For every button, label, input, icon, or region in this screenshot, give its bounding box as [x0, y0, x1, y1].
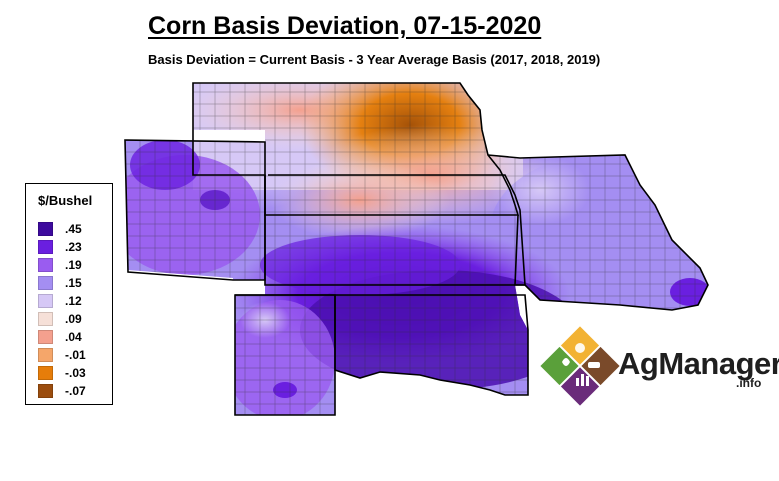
legend-item: .15	[38, 276, 82, 290]
legend-label: .19	[65, 258, 82, 272]
legend-swatch	[38, 222, 53, 236]
legend-item: .12	[38, 294, 82, 308]
legend-swatch	[38, 258, 53, 272]
legend-swatch	[38, 240, 53, 254]
legend-item: .23	[38, 240, 82, 254]
legend-swatch	[38, 348, 53, 362]
legend-swatch	[38, 366, 53, 380]
legend-item: .45	[38, 222, 82, 236]
legend-item: .04	[38, 330, 82, 344]
legend: $/Bushel .45 .23 .19 .15 .12 .09 .04 -.0…	[25, 183, 113, 405]
map-subtitle: Basis Deviation = Current Basis - 3 Year…	[148, 52, 601, 67]
legend-label: -.07	[65, 384, 86, 398]
legend-item: -.03	[38, 366, 86, 380]
legend-label: .23	[65, 240, 82, 254]
legend-item: -.07	[38, 384, 86, 398]
legend-label: .15	[65, 276, 82, 290]
legend-label: -.03	[65, 366, 86, 380]
legend-label: -.01	[65, 348, 86, 362]
logo-suffix: .info	[736, 376, 762, 390]
legend-swatch	[38, 330, 53, 344]
legend-item: .19	[38, 258, 82, 272]
legend-item: -.01	[38, 348, 86, 362]
legend-label: .09	[65, 312, 82, 326]
legend-title: $/Bushel	[38, 193, 93, 208]
map-title: Corn Basis Deviation, 07-15-2020	[148, 12, 542, 40]
legend-label: .12	[65, 294, 82, 308]
logo-text: AgManager	[618, 346, 779, 381]
agmanager-logo	[540, 326, 620, 406]
legend-swatch	[38, 276, 53, 290]
legend-item: .09	[38, 312, 82, 326]
legend-label: .04	[65, 330, 82, 344]
legend-swatch	[38, 384, 53, 398]
legend-swatch	[38, 294, 53, 308]
legend-swatch	[38, 312, 53, 326]
legend-label: .45	[65, 222, 82, 236]
